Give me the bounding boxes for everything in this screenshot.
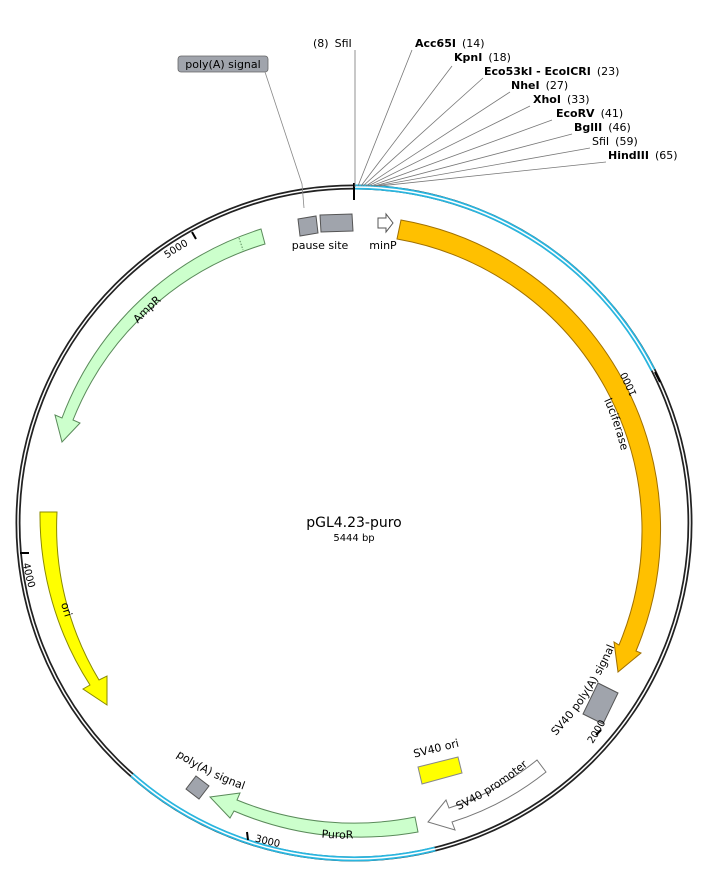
- restriction-sites: (8) SfiI Acc65I (14) KpnI (18) Eco53kI - Ec…: [313, 37, 678, 162]
- polya-signal-label-bottom: poly(A) signal: [174, 748, 246, 793]
- site-leader-lines: [354, 49, 607, 187]
- site-acc65i[interactable]: Acc65I (14): [415, 37, 485, 50]
- polya-signal-label-top: poly(A) signal: [185, 58, 260, 71]
- pause-site-feature[interactable]: pause site: [292, 213, 354, 252]
- site-kpni[interactable]: KpnI (18): [454, 51, 511, 64]
- site-ecorv[interactable]: EcoRV (41): [556, 107, 623, 120]
- sv40-ori-feature[interactable]: SV40 ori: [412, 737, 463, 785]
- site-xhoi[interactable]: XhoI (33): [533, 93, 590, 106]
- plasmid-name: pGL4.23-puro: [306, 515, 402, 531]
- ampr-feature[interactable]: AmpR: [54, 228, 266, 443]
- polya-signal-feature-bottom[interactable]: poly(A) signal: [174, 748, 247, 800]
- site-nhei[interactable]: NheI (27): [511, 79, 568, 92]
- pause-site-label: pause site: [292, 239, 349, 252]
- tick-label-3000: 3000: [254, 834, 281, 851]
- luciferase-feature[interactable]: luciferase: [396, 219, 662, 673]
- ori-feature[interactable]: ori: [39, 511, 108, 706]
- sv40-ori-label: SV40 ori: [412, 737, 460, 761]
- site-hindiii[interactable]: HindIII (65): [608, 149, 678, 162]
- minp-label: minP: [369, 239, 397, 252]
- puror-label: PuroR: [321, 828, 354, 842]
- scale-ticks: [20, 231, 661, 841]
- polya-signal-callout[interactable]: poly(A) signal: [177, 55, 305, 209]
- site-sfi-1[interactable]: (8) SfiI: [313, 37, 352, 50]
- puror-feature[interactable]: PuroR: [208, 792, 419, 842]
- minp-feature[interactable]: minP: [369, 212, 397, 252]
- site-eco53ki[interactable]: Eco53kI - EcoICRI (23): [484, 65, 619, 78]
- ori-label: ori: [58, 601, 75, 618]
- tick-label-2000: 2000: [586, 718, 608, 745]
- site-bglii[interactable]: BglII (46): [574, 121, 631, 134]
- backbone-ring: [15, 183, 693, 862]
- site-sfi-2[interactable]: SfiI (59): [592, 135, 638, 148]
- plasmid-size: 5444 bp: [333, 533, 374, 544]
